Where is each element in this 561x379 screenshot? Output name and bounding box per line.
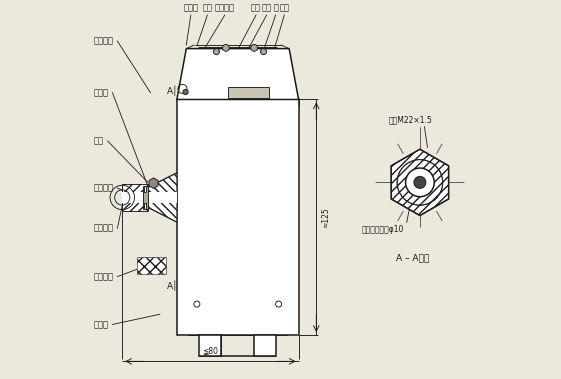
Text: 链条: 链条 <box>203 3 213 12</box>
Polygon shape <box>200 335 222 356</box>
Text: 盖: 盖 <box>273 3 278 12</box>
Text: ≈125: ≈125 <box>321 207 330 228</box>
Text: 接地螺钉: 接地螺钉 <box>94 272 114 281</box>
Text: 密封圈: 密封圈 <box>183 3 199 12</box>
Circle shape <box>213 49 219 55</box>
Circle shape <box>194 301 200 307</box>
Text: 紧定螺钉: 紧定螺钉 <box>94 183 114 193</box>
Text: 锁紧螺钉: 锁紧螺钉 <box>94 37 114 45</box>
Polygon shape <box>149 178 158 188</box>
Circle shape <box>251 44 257 51</box>
Text: 螺钉: 螺钉 <box>251 3 261 12</box>
Circle shape <box>275 301 282 307</box>
Text: 穿线螺栓: 穿线螺栓 <box>94 224 114 233</box>
Polygon shape <box>144 186 148 209</box>
Polygon shape <box>391 149 449 216</box>
Circle shape <box>397 160 443 205</box>
Circle shape <box>183 89 188 95</box>
Text: 接线盒: 接线盒 <box>94 320 109 329</box>
Text: 链条托环: 链条托环 <box>215 3 234 12</box>
Text: 垫圈: 垫圈 <box>94 136 104 146</box>
Circle shape <box>260 49 266 55</box>
Polygon shape <box>137 257 165 274</box>
Polygon shape <box>122 184 148 211</box>
Polygon shape <box>177 49 298 99</box>
Bar <box>228 88 269 98</box>
Polygon shape <box>144 203 146 209</box>
Circle shape <box>223 44 229 51</box>
Text: 螺纹M22×1.5: 螺纹M22×1.5 <box>389 116 433 125</box>
Text: 铭牌: 铭牌 <box>279 3 289 12</box>
Text: ≨80: ≨80 <box>203 346 218 356</box>
Text: 密封夸: 密封夸 <box>94 88 109 97</box>
Text: 螺钉: 螺钉 <box>261 3 272 12</box>
Text: 密封夸穿线孔φ10: 密封夸穿线孔φ10 <box>361 225 404 234</box>
Circle shape <box>397 160 443 205</box>
Text: A – A剖視: A – A剖視 <box>396 253 429 262</box>
Polygon shape <box>122 192 177 203</box>
Polygon shape <box>254 335 276 356</box>
Circle shape <box>406 168 434 197</box>
Polygon shape <box>144 185 146 192</box>
Bar <box>190 130 286 312</box>
Circle shape <box>414 176 426 188</box>
Text: A│: A│ <box>167 85 179 96</box>
Text: A│: A│ <box>167 280 179 291</box>
Polygon shape <box>177 99 298 335</box>
Polygon shape <box>148 173 177 222</box>
